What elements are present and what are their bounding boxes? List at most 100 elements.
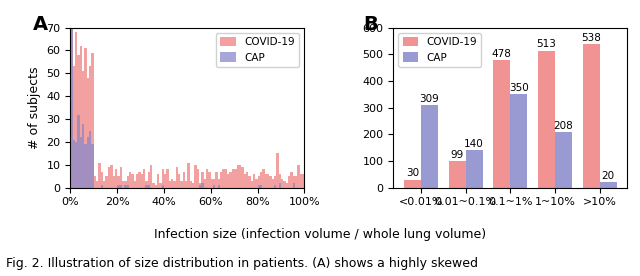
Bar	[271, 179, 274, 188]
Bar	[237, 165, 239, 188]
Bar	[171, 179, 173, 188]
Bar	[300, 174, 302, 188]
Bar	[276, 153, 278, 188]
Text: 140: 140	[464, 139, 484, 149]
Bar	[227, 174, 230, 188]
Bar	[108, 167, 110, 188]
Bar	[117, 176, 120, 188]
Bar	[84, 48, 87, 188]
Bar	[101, 172, 103, 188]
Bar	[274, 185, 276, 188]
Bar	[120, 167, 122, 188]
Bar	[70, 0, 73, 188]
Bar	[195, 165, 196, 188]
Legend: COVID-19, CAP: COVID-19, CAP	[399, 33, 481, 67]
Bar	[216, 172, 218, 188]
Bar	[96, 181, 99, 188]
Bar	[138, 172, 141, 188]
Bar	[555, 132, 572, 188]
Bar	[162, 169, 164, 188]
Bar	[538, 51, 555, 188]
Text: Infection size (infection volume / whole lung volume): Infection size (infection volume / whole…	[154, 228, 486, 241]
Bar	[120, 185, 122, 188]
Bar	[493, 60, 510, 188]
Bar	[196, 169, 199, 188]
Bar	[244, 174, 246, 188]
Bar	[192, 183, 195, 188]
Bar	[295, 176, 298, 188]
Text: A: A	[33, 15, 48, 34]
Text: 478: 478	[492, 49, 511, 59]
Bar	[89, 131, 92, 188]
Bar	[248, 176, 250, 188]
Bar	[465, 150, 483, 188]
Bar	[124, 185, 127, 188]
Bar	[241, 167, 244, 188]
Bar	[87, 78, 89, 188]
Bar	[257, 185, 260, 188]
Bar	[202, 172, 204, 188]
Bar	[292, 176, 295, 188]
Bar	[262, 169, 264, 188]
Bar	[127, 185, 129, 188]
Bar	[230, 172, 232, 188]
Text: 513: 513	[536, 39, 556, 49]
Bar	[84, 144, 87, 188]
Bar	[234, 169, 237, 188]
Bar	[175, 167, 178, 188]
Bar	[110, 165, 113, 188]
Bar	[131, 174, 134, 188]
Bar	[145, 181, 148, 188]
Bar	[162, 185, 164, 188]
Bar	[218, 185, 220, 188]
Bar	[404, 180, 421, 188]
Bar	[204, 179, 206, 188]
Bar	[250, 181, 253, 188]
Bar	[288, 176, 291, 188]
Bar	[218, 179, 220, 188]
Bar	[134, 181, 136, 188]
Bar	[246, 172, 248, 188]
Bar	[70, 0, 73, 188]
Bar	[302, 174, 305, 188]
Bar	[103, 181, 106, 188]
Bar	[127, 176, 129, 188]
Bar	[180, 181, 182, 188]
Bar	[269, 176, 271, 188]
Bar	[225, 169, 227, 188]
Bar	[260, 172, 262, 188]
Bar	[87, 137, 89, 188]
Bar	[82, 71, 84, 188]
Bar	[421, 105, 438, 188]
Bar	[150, 165, 152, 188]
Bar	[152, 183, 155, 188]
Bar	[510, 94, 527, 188]
Bar	[232, 169, 234, 188]
Bar	[89, 67, 92, 188]
Bar	[189, 181, 192, 188]
Bar	[106, 176, 108, 188]
Bar	[253, 174, 255, 188]
Bar	[169, 181, 171, 188]
Bar	[199, 185, 202, 188]
Bar	[80, 137, 82, 188]
Bar	[77, 115, 80, 188]
Bar	[145, 185, 148, 188]
Text: 309: 309	[419, 94, 439, 104]
Bar	[92, 53, 94, 188]
Bar	[281, 179, 284, 188]
Bar	[75, 32, 77, 188]
Bar	[292, 183, 295, 188]
Bar	[260, 185, 262, 188]
Bar	[113, 176, 115, 188]
Bar	[155, 185, 157, 188]
Bar	[267, 174, 269, 188]
Bar	[82, 124, 84, 188]
Bar	[73, 67, 75, 188]
Bar	[239, 165, 241, 188]
Bar	[285, 183, 288, 188]
Bar	[157, 174, 159, 188]
Bar	[202, 183, 204, 188]
Bar	[77, 55, 80, 188]
Bar	[211, 179, 213, 188]
